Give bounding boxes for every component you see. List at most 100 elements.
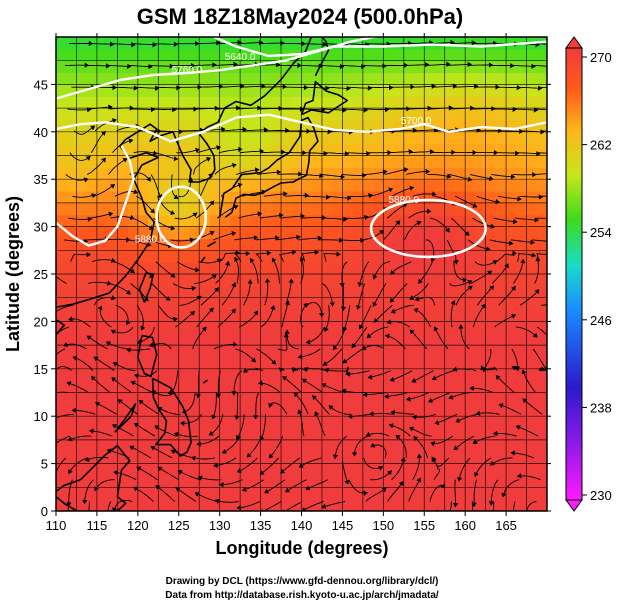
field-cell: [148, 238, 159, 251]
streamline: [390, 370, 413, 381]
field-cell: [250, 84, 262, 97]
field-cell: [127, 463, 139, 476]
field-cell: [454, 451, 466, 465]
streamline-arrow: [129, 445, 135, 451]
field-cell: [148, 356, 159, 370]
field-cell: [178, 463, 190, 476]
field-cell: [352, 179, 364, 192]
streamline-arrow: [511, 285, 516, 291]
field-cell: [178, 96, 190, 109]
field-cell: [383, 368, 395, 382]
field-cell: [465, 321, 476, 334]
field-cell: [383, 238, 395, 251]
field-cell: [465, 428, 476, 441]
field-cell: [526, 167, 538, 180]
field-cell: [383, 131, 395, 145]
field-cell: [495, 179, 507, 192]
streamline: [113, 471, 137, 481]
x-tick-label: 110: [46, 518, 67, 533]
field-cell: [495, 250, 507, 263]
field-cell: [158, 214, 170, 228]
field-cell: [291, 333, 303, 346]
streamline-arrow: [534, 289, 540, 295]
field-cell: [322, 439, 333, 453]
streamline: [243, 279, 251, 306]
wind-streamlines: [56, 39, 547, 511]
streamline-arrow: [413, 436, 419, 442]
streamline: [111, 43, 136, 46]
field-cell: [229, 392, 241, 405]
field-cell: [86, 167, 98, 180]
field-cell: [250, 345, 262, 358]
streamline: [541, 304, 547, 306]
streamline: [150, 64, 174, 67]
field-cell: [424, 274, 436, 287]
streamline-arrow: [385, 106, 390, 113]
field-cell: [127, 155, 139, 168]
streamline-arrow: [231, 282, 237, 288]
field-cell: [403, 48, 415, 62]
field-cell: [393, 475, 405, 488]
field-cell: [76, 262, 88, 275]
streamline: [265, 129, 289, 132]
field-cell: [158, 368, 170, 382]
streamline: [106, 341, 129, 350]
field-cell: [96, 179, 108, 192]
field-cell: [270, 439, 282, 453]
streamline: [372, 283, 387, 307]
field-cell: [270, 143, 282, 157]
field-cell: [219, 72, 231, 85]
field-cell: [485, 439, 497, 453]
field-cell: [393, 451, 405, 465]
field-cell: [495, 463, 507, 476]
streamline: [249, 258, 259, 284]
field-cell: [383, 226, 395, 240]
streamline-arrow: [211, 414, 217, 420]
field-cell: [189, 72, 200, 85]
streamline: [95, 402, 117, 415]
field-cell: [526, 179, 538, 192]
field-cell: [311, 380, 323, 394]
streamline: [219, 479, 243, 486]
streamline-arrow: [386, 319, 392, 325]
field-cell: [424, 428, 436, 441]
field-cell: [189, 108, 200, 121]
field-cell: [260, 202, 272, 216]
streamline: [532, 239, 547, 242]
streamline-arrow: [143, 296, 149, 302]
streamline: [522, 398, 543, 415]
streamline: [346, 370, 370, 375]
field-cell: [127, 274, 139, 287]
field-cell: [199, 309, 210, 322]
streamline: [298, 237, 322, 241]
streamline: [196, 435, 220, 445]
field-cell: [352, 155, 364, 168]
field-cell: [475, 167, 487, 180]
field-cell: [495, 451, 507, 465]
field-cell: [332, 274, 343, 287]
field-cell: [281, 238, 292, 251]
field-cell: [178, 72, 190, 85]
field-cell: [342, 238, 354, 251]
field-cell: [393, 120, 405, 133]
field-cell: [362, 404, 374, 417]
field-cell: [332, 439, 343, 453]
y-tick-label: 45: [34, 77, 48, 92]
field-cell: [76, 155, 88, 168]
field-cell: [219, 451, 231, 465]
streamline: [436, 501, 452, 511]
streamline: [389, 150, 413, 154]
field-cell: [434, 179, 446, 192]
field-cell: [311, 262, 323, 275]
field-cell: [229, 333, 241, 346]
field-cell: [107, 285, 118, 299]
field-cell: [96, 96, 108, 109]
field-cell: [56, 60, 67, 74]
streamline-arrow: [332, 454, 339, 460]
field-cell: [199, 96, 210, 109]
field-cell: [158, 297, 170, 311]
field-cell: [168, 451, 180, 465]
streamline: [261, 151, 285, 154]
field-cell: [76, 226, 88, 240]
field-cell: [86, 285, 98, 299]
